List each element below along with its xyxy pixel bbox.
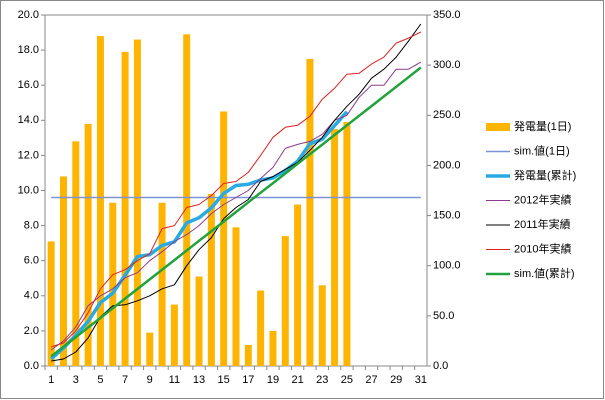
x-tick-label: 31 — [415, 374, 427, 386]
x-tick-label: 13 — [193, 374, 205, 386]
bar — [121, 51, 129, 366]
bar — [96, 36, 104, 367]
y2-tick-label: 100.0 — [433, 260, 461, 272]
x-tick-label: 11 — [169, 374, 180, 386]
x-tick-label: 19 — [267, 374, 279, 386]
y2-tick-label: 350.0 — [433, 9, 461, 21]
bar — [318, 285, 326, 366]
legend-label: 発電量(累計) — [514, 168, 576, 182]
legend-swatch — [486, 123, 510, 131]
bar — [72, 141, 80, 366]
bar — [47, 241, 55, 366]
legend-label: 2010年実績 — [514, 241, 571, 255]
bar — [269, 330, 277, 366]
bar — [232, 227, 240, 366]
bar — [294, 204, 302, 366]
y-tick-label: 20.0 — [18, 9, 39, 21]
y-tick-label: 8.0 — [24, 220, 39, 232]
legend-label: sim.値(1日) — [514, 144, 570, 157]
x-tick-label: 3 — [73, 374, 79, 386]
y-tick-label: 10.0 — [18, 184, 39, 196]
x-tick-label: 21 — [291, 374, 303, 386]
x-tick-label: 23 — [316, 374, 328, 386]
x-tick-label: 15 — [218, 374, 230, 386]
y2-tick-label: 200.0 — [433, 159, 461, 171]
bar — [170, 304, 178, 366]
bar — [195, 276, 203, 366]
bar — [109, 202, 117, 366]
x-tick-label: 1 — [48, 374, 54, 386]
x-tick-label: 5 — [97, 374, 103, 386]
y-tick-label: 6.0 — [24, 255, 39, 267]
line — [51, 31, 422, 348]
y2-tick-label: 150.0 — [433, 209, 461, 221]
bar — [183, 34, 191, 367]
x-tick-label: 29 — [390, 374, 402, 386]
y-tick-label: 14.0 — [18, 114, 39, 126]
y-tick-label: 2.0 — [24, 325, 39, 337]
bar — [281, 236, 289, 366]
line — [50, 110, 349, 361]
bar — [158, 202, 166, 366]
y-tick-label: 18.0 — [18, 44, 39, 56]
y2-tick-label: 250.0 — [433, 109, 461, 121]
bar — [331, 129, 339, 366]
y-tick-label: 12.0 — [18, 149, 39, 161]
y2-tick-label: 50.0 — [433, 310, 454, 322]
bar — [207, 194, 215, 366]
bar — [146, 332, 154, 366]
y2-tick-label: 0.0 — [433, 360, 448, 372]
legend-label: 2011年実績 — [514, 217, 571, 231]
bar — [306, 58, 314, 366]
x-tick-label: 7 — [122, 374, 128, 386]
x-tick-label: 17 — [242, 374, 254, 386]
bar — [59, 176, 67, 366]
x-tick-label: 25 — [341, 374, 353, 386]
bar — [220, 111, 228, 367]
line — [50, 66, 422, 358]
legend-label: 2012年実績 — [514, 192, 571, 206]
bar — [84, 123, 92, 366]
y-tick-label: 16.0 — [18, 79, 39, 91]
y2-tick-label: 300.0 — [433, 59, 461, 71]
bar — [257, 290, 265, 366]
x-tick-label: 27 — [365, 374, 377, 386]
line — [50, 61, 422, 351]
y-tick-label: 0.0 — [24, 360, 39, 372]
bar — [244, 344, 252, 366]
legend-label: 発電量(1日) — [514, 119, 571, 133]
x-tick-label: 9 — [147, 374, 153, 386]
legend-label: sim.値(累計) — [514, 266, 575, 280]
bar — [343, 122, 351, 367]
line — [51, 23, 422, 362]
y-tick-label: 4.0 — [24, 290, 39, 302]
bar — [133, 39, 141, 366]
